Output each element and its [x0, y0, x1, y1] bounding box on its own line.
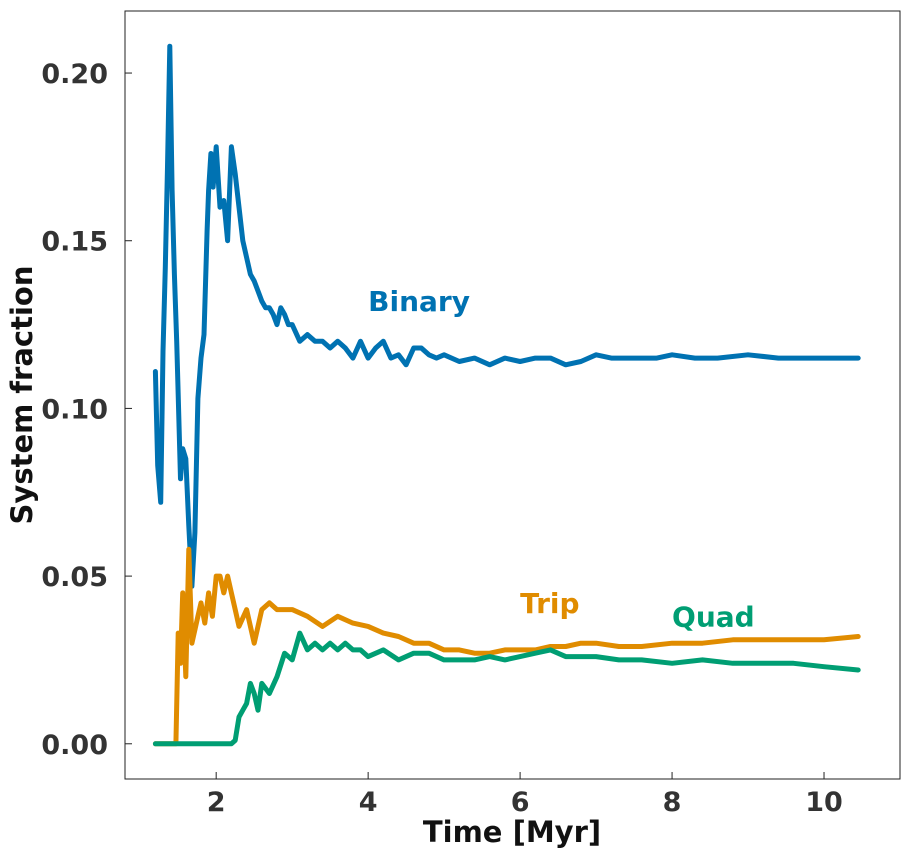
- y-axis-label: System fraction: [5, 266, 39, 525]
- x-axis-label: Time [Myr]: [423, 815, 601, 849]
- series-line-binary: [152, 43, 861, 589]
- x-tick-label: 6: [511, 787, 530, 818]
- x-tick-label: 8: [663, 787, 682, 818]
- series-label-trip: Trip: [520, 587, 579, 620]
- x-tick-label: 4: [359, 787, 378, 818]
- series-line-quad: [152, 630, 861, 747]
- y-axis-ticks: 0.00 0.05 0.10 0.15 0.20: [41, 59, 132, 761]
- series-line-trip: [152, 546, 861, 747]
- x-tick-label: 2: [207, 787, 226, 818]
- y-tick-label: 0.10: [41, 394, 108, 425]
- series-label-quad: Quad: [672, 600, 755, 633]
- y-tick-label: 0.20: [41, 59, 108, 90]
- y-tick-label: 0.00: [41, 730, 108, 761]
- series-layer: [152, 43, 861, 747]
- series-label-binary: Binary: [368, 285, 470, 318]
- x-axis-ticks: 2 4 6 8 10: [207, 772, 843, 818]
- x-tick-label: 10: [805, 787, 843, 818]
- y-tick-label: 0.05: [41, 562, 108, 593]
- y-tick-label: 0.15: [41, 227, 108, 258]
- series-label-layer: Binary Trip Quad: [368, 285, 755, 633]
